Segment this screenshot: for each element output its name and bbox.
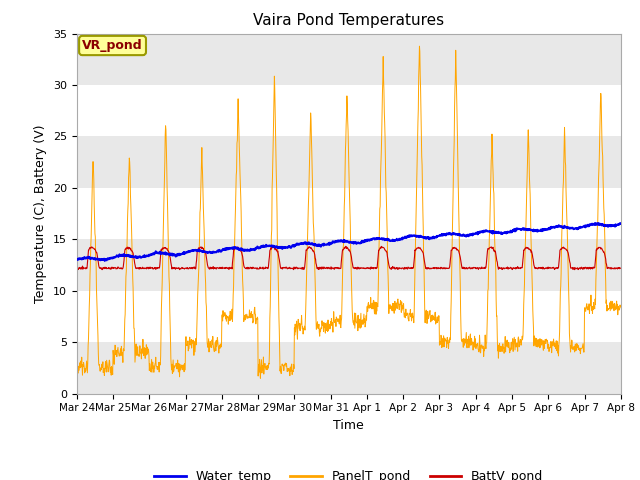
Text: VR_pond: VR_pond xyxy=(82,39,143,52)
Bar xyxy=(77,240,621,291)
Legend: Water_temp, PanelT_pond, BattV_pond: Water_temp, PanelT_pond, BattV_pond xyxy=(149,465,548,480)
X-axis label: Time: Time xyxy=(333,419,364,432)
Y-axis label: Temperature (C), Battery (V): Temperature (C), Battery (V) xyxy=(35,124,47,303)
Bar xyxy=(77,136,621,188)
Bar xyxy=(77,342,621,394)
Title: Vaira Pond Temperatures: Vaira Pond Temperatures xyxy=(253,13,444,28)
Bar xyxy=(77,34,621,85)
